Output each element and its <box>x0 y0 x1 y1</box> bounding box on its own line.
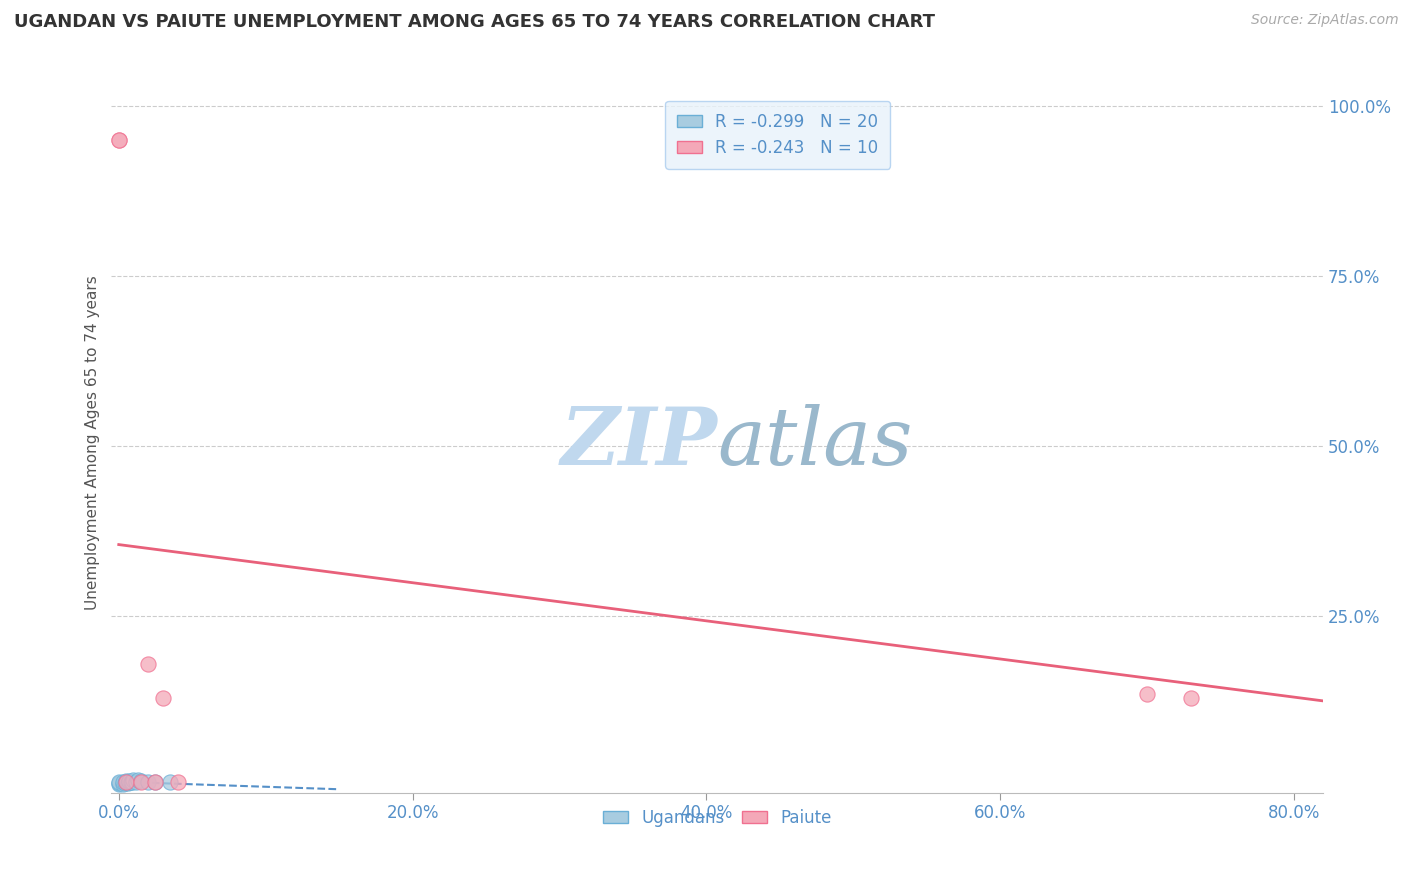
Point <box>1180 690 1202 705</box>
Point <box>120 775 142 789</box>
Point <box>107 133 129 147</box>
Point <box>107 775 129 789</box>
Point <box>121 774 143 789</box>
Point <box>122 773 145 788</box>
Text: ZIP: ZIP <box>561 404 717 482</box>
Text: Source: ZipAtlas.com: Source: ZipAtlas.com <box>1251 13 1399 28</box>
Point <box>117 776 139 790</box>
Point <box>127 773 149 788</box>
Point <box>118 774 141 789</box>
Point <box>107 777 129 791</box>
Point <box>1136 687 1159 701</box>
Point <box>136 657 159 671</box>
Point <box>136 774 159 789</box>
Point <box>129 774 152 789</box>
Point <box>112 775 135 789</box>
Point <box>115 775 138 789</box>
Point <box>107 776 129 790</box>
Point <box>125 774 148 789</box>
Point <box>118 775 141 789</box>
Y-axis label: Unemployment Among Ages 65 to 74 years: Unemployment Among Ages 65 to 74 years <box>86 276 100 610</box>
Point <box>166 775 188 789</box>
Point <box>145 774 167 789</box>
Point <box>112 777 135 791</box>
Text: atlas: atlas <box>717 404 912 482</box>
Point <box>145 775 167 789</box>
Point <box>115 774 138 789</box>
Point <box>152 690 174 705</box>
Point <box>159 775 181 789</box>
Point <box>129 775 152 789</box>
Point <box>115 775 138 789</box>
Point <box>114 776 136 790</box>
Point <box>107 133 129 147</box>
Text: UGANDAN VS PAIUTE UNEMPLOYMENT AMONG AGES 65 TO 74 YEARS CORRELATION CHART: UGANDAN VS PAIUTE UNEMPLOYMENT AMONG AGE… <box>14 13 935 31</box>
Legend: Ugandans, Paiute: Ugandans, Paiute <box>596 802 838 833</box>
